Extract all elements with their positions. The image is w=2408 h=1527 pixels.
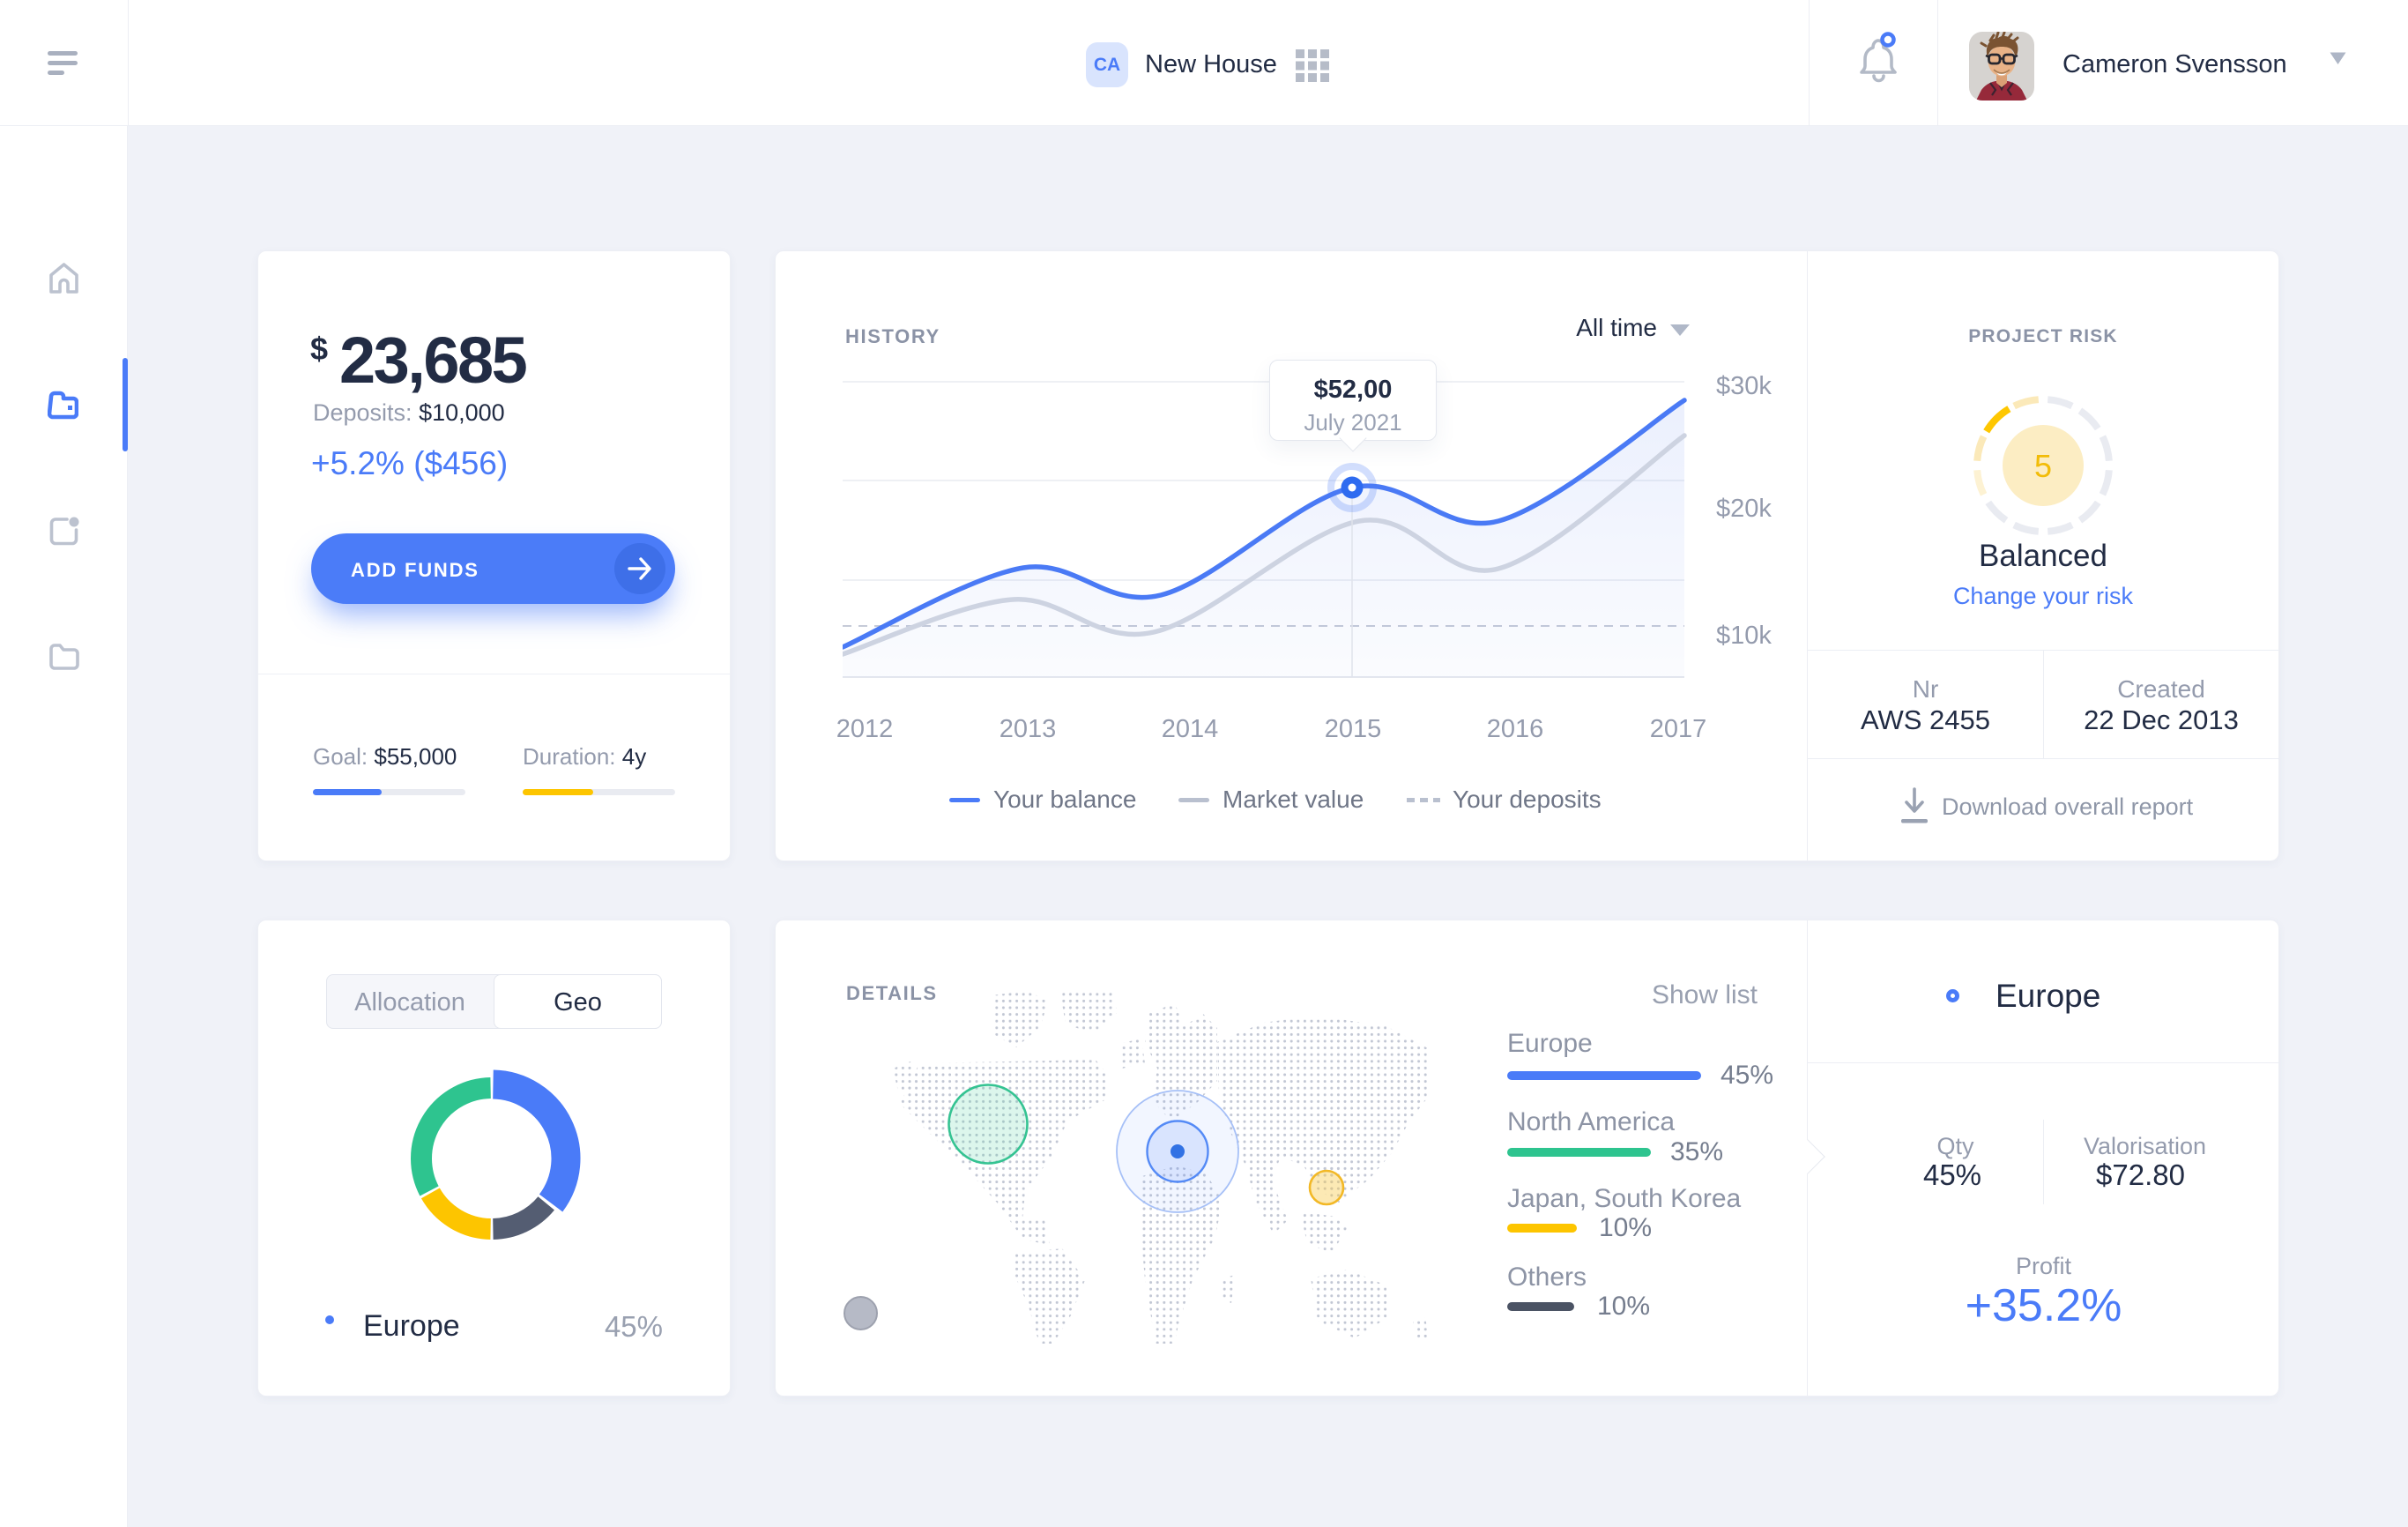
svg-text:5: 5 (2034, 448, 2052, 484)
